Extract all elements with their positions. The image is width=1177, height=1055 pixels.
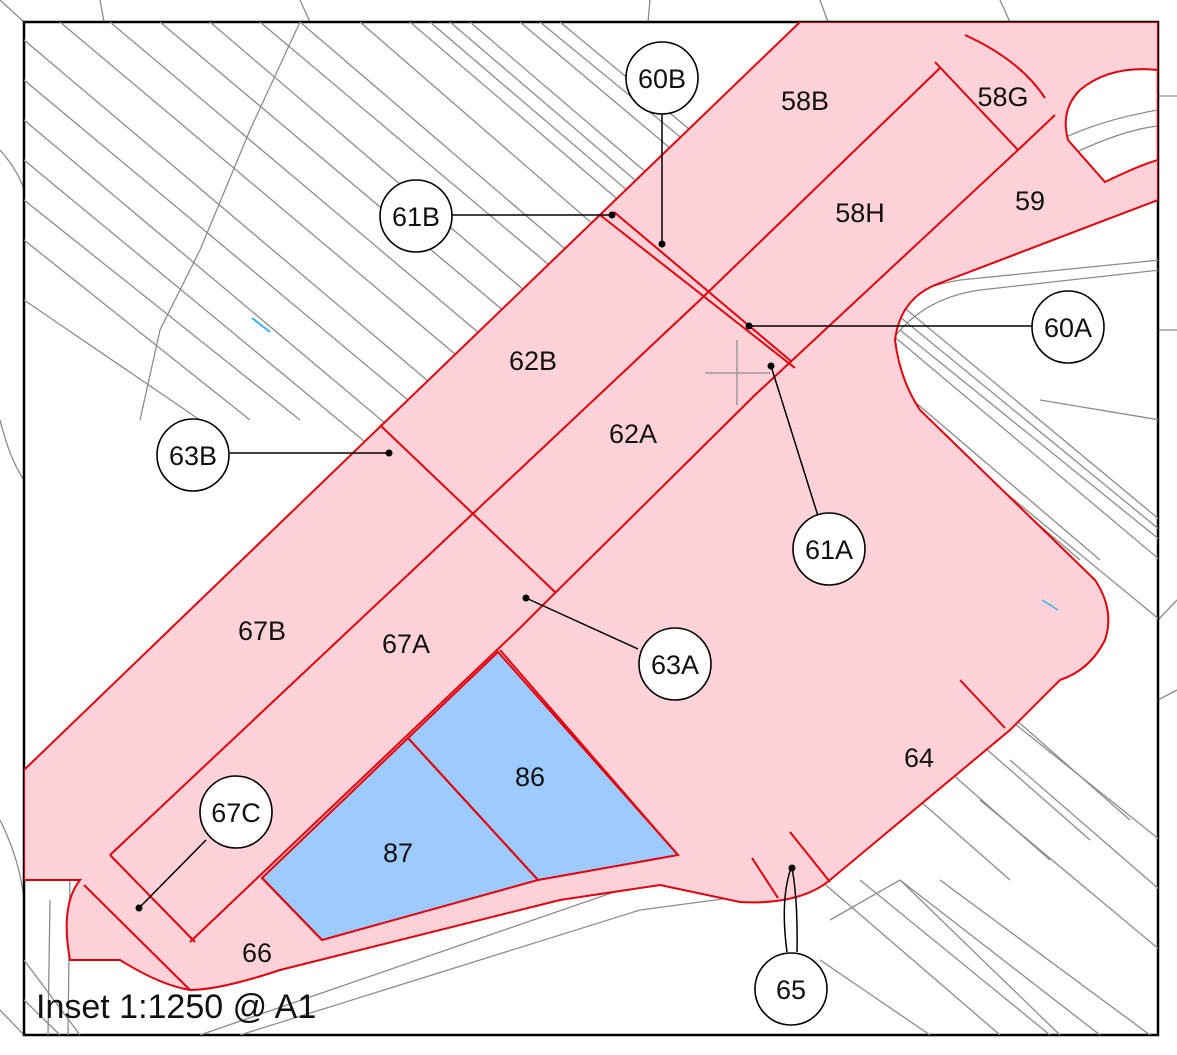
inset-scale-label: Inset 1:1250 @ A1: [36, 988, 316, 1026]
callout-label-60A: 60A: [1044, 313, 1092, 343]
callout-dots: [135, 211, 796, 912]
parcel-label-58B: 58B: [781, 86, 829, 116]
parcel-label-86: 86: [515, 762, 545, 792]
callout-61A: 61A: [792, 512, 866, 586]
parcel-label-59: 59: [1015, 186, 1045, 216]
callout-leaders: [138, 113, 1032, 953]
parcel-label-66: 66: [242, 938, 272, 968]
callout-label-61A: 61A: [805, 535, 853, 565]
parcel-labels: 58B 58G 58H 59 62B 62A 67B 67A 86 87 66 …: [238, 82, 1045, 968]
parcel-polygons: [24, 22, 1158, 992]
parcel-boundaries: [83, 24, 1158, 991]
callout-label-63B: 63B: [169, 441, 217, 471]
parcel-label-62B: 62B: [509, 346, 557, 376]
callout-63B: 63B: [156, 418, 230, 492]
callout-65: 65: [754, 952, 828, 1026]
callout-label-61B: 61B: [392, 202, 440, 232]
callout-63A: 63A: [638, 627, 712, 701]
callout-61B: 61B: [379, 179, 453, 253]
parcel-label-58G: 58G: [977, 82, 1028, 112]
parcel-label-62A: 62A: [609, 419, 657, 449]
parcel-label-67B: 67B: [238, 616, 286, 646]
parcel-label-87: 87: [383, 838, 413, 868]
callout-60B: 60B: [625, 41, 699, 115]
callout-label-65: 65: [776, 975, 806, 1005]
callout-label-67C: 67C: [211, 798, 261, 828]
callout-label-60B: 60B: [638, 64, 686, 94]
basemap-symbols: [251, 317, 1059, 611]
parcel-label-64: 64: [904, 743, 934, 773]
callout-label-63A: 63A: [651, 650, 699, 680]
parcel-label-58H: 58H: [835, 198, 885, 228]
callout-60A: 60A: [1031, 290, 1105, 364]
callout-67C: 67C: [199, 775, 273, 849]
parcel-label-67A: 67A: [382, 629, 430, 659]
